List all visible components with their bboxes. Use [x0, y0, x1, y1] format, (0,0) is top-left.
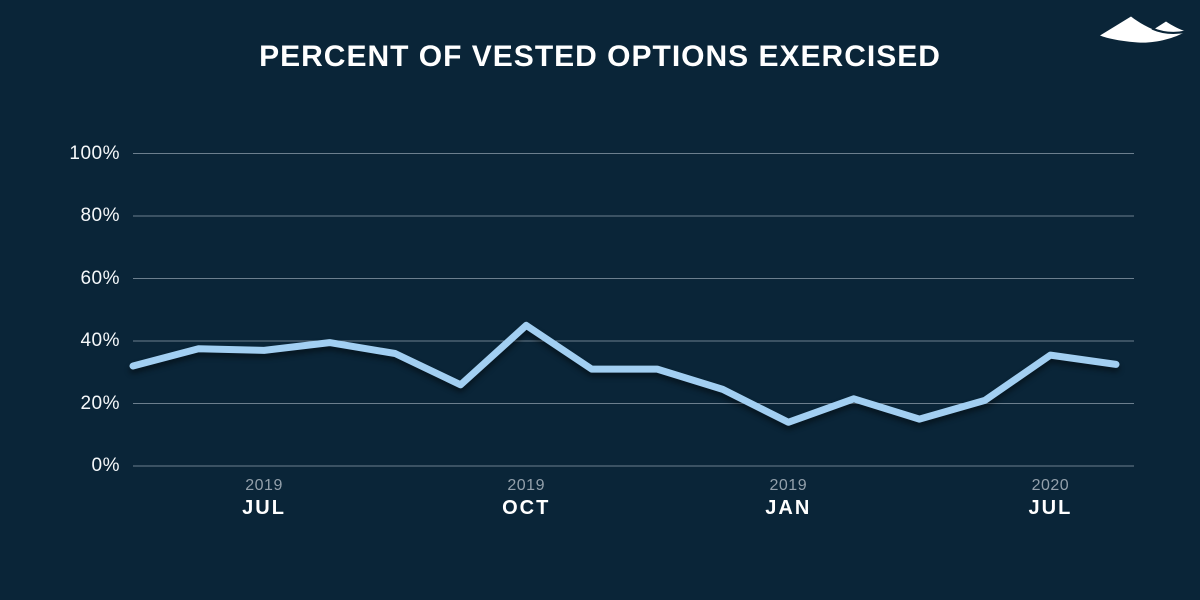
chart-title: PERCENT OF VESTED OPTIONS EXERCISED: [259, 40, 941, 73]
gridlines: [133, 153, 1134, 467]
x-tick-year: 2019: [769, 477, 808, 494]
y-axis-tick-label-60: 60%: [80, 267, 120, 289]
x-tick-month: JUL: [242, 497, 286, 519]
y-axis-tick-label-80: 80%: [80, 205, 120, 226]
y-axis-tick-label-20: 20%: [80, 392, 120, 414]
x-axis-tick-label-2019-OCT: 2019 OCT: [456, 477, 596, 521]
x-axis-tick-label-2020-JUL: 2020 JUL: [980, 477, 1120, 521]
y-axis-tick-label-40: 40%: [80, 330, 120, 351]
x-tick-year: 2019: [507, 477, 545, 494]
mountain-logo-icon: [1100, 16, 1187, 43]
data-line-series: [129, 321, 1120, 426]
x-tick-year: 2020: [1031, 477, 1070, 494]
y-axis-tick-label-100: 100%: [69, 142, 120, 164]
x-tick-month: JAN: [765, 497, 812, 519]
x-axis-tick-label-2019-JUL: 2019 JUL: [194, 477, 334, 521]
x-tick-year: 2019: [245, 477, 283, 494]
y-axis-tick-label-0: 0%: [91, 455, 120, 476]
x-tick-month: OCT: [502, 497, 551, 519]
x-tick-month: JUL: [1028, 497, 1073, 519]
x-axis-tick-label-2019-JAN: 2019 JAN: [718, 477, 858, 521]
